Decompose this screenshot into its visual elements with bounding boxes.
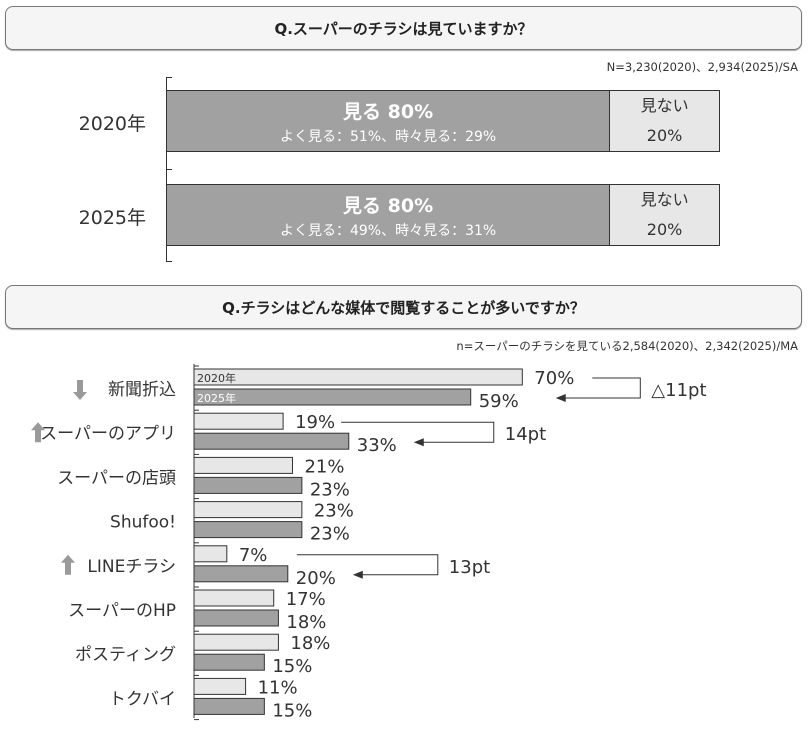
not-see-bar: 見ない 20% <box>609 184 720 246</box>
change-bracket <box>341 421 495 443</box>
category-label: Shufoo! <box>110 513 176 533</box>
value-label: 21% <box>304 456 344 477</box>
not-see-pct: 20% <box>646 126 683 145</box>
arrow-up-icon <box>31 422 45 443</box>
legend-label: 2020年 <box>197 371 236 385</box>
sample-note-2: n=スーパーのチラシを見ている2,584(2020)、2,342(2025)/M… <box>456 339 798 353</box>
see-label: 見る 80% <box>343 100 434 123</box>
see-bar: 見る 80% よく見る：49%、時々見る：31% <box>166 184 611 246</box>
axis-tick <box>166 261 172 262</box>
arrow-down-icon <box>73 380 87 400</box>
bar-2020年 <box>193 545 228 563</box>
value-label: 7% <box>239 545 268 566</box>
bar-2025年 <box>193 388 472 406</box>
change-label: 13pt <box>449 557 490 578</box>
category-label: LINEチラシ <box>87 557 176 577</box>
axis-tick <box>166 77 172 78</box>
category-label: スーパーの店頭 <box>57 468 176 488</box>
category-label: トクバイ <box>109 689 176 709</box>
value-label: 23% <box>310 524 350 545</box>
bar-2020年 <box>193 501 303 519</box>
see-label: 見る 80% <box>343 194 434 217</box>
bar-2025年 <box>193 432 350 450</box>
value-label: 70% <box>534 368 574 389</box>
category-label: 新聞折込 <box>108 380 176 400</box>
value-label: 15% <box>272 656 312 677</box>
arrow-up-icon <box>61 554 75 575</box>
change-label: △11pt <box>651 380 706 401</box>
change-bracket <box>296 554 439 576</box>
value-label: 18% <box>286 612 326 633</box>
change-label: 14pt <box>505 424 546 445</box>
see-bar: 見る 80% よく見る：51%、時々見る：29% <box>166 90 611 152</box>
bar-2025年 <box>193 653 265 671</box>
value-label: 23% <box>310 479 350 500</box>
arrow-left-icon <box>352 570 363 579</box>
category-label: ポスティング <box>75 645 176 665</box>
question-1-box: Q.スーパーのチラシは見ていますか？ <box>5 6 802 50</box>
value-label: 59% <box>479 391 519 412</box>
axis-tick <box>166 169 172 170</box>
value-label: 11% <box>258 677 298 698</box>
not-see-label: 見ない <box>640 190 689 209</box>
question-1-text: Q.スーパーのチラシは見ていますか？ <box>274 19 533 38</box>
value-label: 20% <box>296 568 336 589</box>
category-label: スーパーのHP <box>68 601 176 621</box>
bar-2020年 <box>193 677 247 695</box>
not-see-bar: 見ない 20% <box>609 90 720 152</box>
year-label: 2025年 <box>78 207 146 229</box>
sample-note-1: N=3,230(2020)、2,934(2025)/SA <box>606 60 798 74</box>
value-label: 33% <box>357 435 397 456</box>
bar-2025年 <box>193 697 265 715</box>
value-label: 19% <box>295 412 335 433</box>
bar-2025年 <box>193 476 303 494</box>
question-2-box: Q.チラシはどんな媒体で閲覧することが多いですか？ <box>5 285 802 329</box>
bar-2025年 <box>193 521 303 539</box>
value-label: 18% <box>290 633 330 654</box>
year-label: 2020年 <box>78 113 146 135</box>
value-label: 23% <box>314 501 354 522</box>
bar-2020年 <box>193 412 284 430</box>
bar-2020年 <box>193 368 523 386</box>
question-2-text: Q.チラシはどんな媒体で閲覧することが多いですか？ <box>222 298 585 317</box>
bar-2025年 <box>193 609 279 627</box>
value-label: 15% <box>272 700 312 721</box>
see-detail: よく見る：49%、時々見る：31% <box>279 222 497 239</box>
change-bracket <box>563 377 641 399</box>
category-label: スーパーのアプリ <box>40 424 176 444</box>
bar-2025年 <box>193 565 289 583</box>
not-see-label: 見ない <box>640 96 689 115</box>
legend-label: 2025年 <box>197 391 236 405</box>
arrow-left-icon <box>555 394 566 402</box>
bar-2020年 <box>193 633 279 651</box>
not-see-pct: 20% <box>646 220 683 239</box>
bar-2020年 <box>193 456 293 474</box>
value-label: 17% <box>286 589 326 610</box>
see-detail: よく見る：51%、時々見る：29% <box>279 128 497 145</box>
bar-2020年 <box>193 589 275 607</box>
arrow-left-icon <box>413 438 424 447</box>
